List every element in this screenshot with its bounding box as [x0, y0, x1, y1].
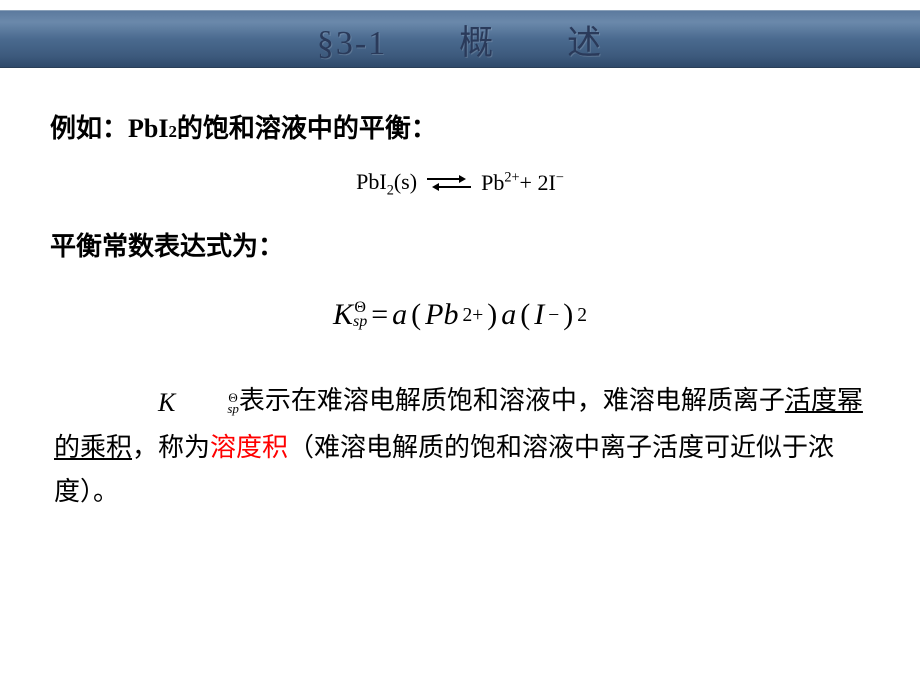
ksp-open1: (: [411, 291, 421, 339]
slide-title: §3-1 概 述: [317, 15, 603, 64]
eq1-rhs-pb-sup: 2+: [504, 170, 519, 186]
equilibrium-arrow-icon: [427, 174, 471, 192]
eq1-lhs-main: PbI: [356, 169, 387, 194]
inline-ksp-k: K: [106, 381, 175, 425]
ksp-i: I: [534, 291, 544, 339]
intro-sub: 2: [168, 118, 176, 145]
ksp-k: K: [333, 291, 353, 339]
eq1-rhs-plus: + 2I: [520, 170, 556, 195]
eq1-lhs-state: (s): [394, 169, 417, 194]
intro-prefix: 例如：PbI: [50, 108, 168, 150]
eq1-lhs: PbI2(s): [356, 164, 417, 202]
eq1-rhs-i-sup: −: [556, 170, 564, 186]
explanation-paragraph: K Θ sp 表示在难溶电解质饱和溶液中，难溶电解质离子活度幂的乘积，称为溶度积…: [50, 379, 870, 514]
ksp-close2: ): [563, 291, 573, 339]
inline-ksp-sp: sp: [175, 403, 239, 415]
ksp-a1: a: [392, 291, 407, 339]
para-highlight: 溶度积: [210, 433, 288, 462]
constant-intro: 平衡常数表达式为：: [50, 226, 870, 268]
eq1-rhs-pb: Pb: [481, 170, 504, 195]
ksp-symbol: K Θ sp: [333, 291, 367, 339]
ksp-close1: ): [487, 291, 497, 339]
ksp-open2: (: [520, 291, 530, 339]
eq1-rhs: Pb2++ 2I−: [481, 165, 564, 200]
example-intro: 例如：PbI2的饱和溶液中的平衡：: [50, 108, 870, 150]
equilibrium-equation: PbI2(s) Pb2++ 2I−: [50, 164, 870, 202]
slide-content: 例如：PbI2的饱和溶液中的平衡： PbI2(s) Pb2++ 2I− 平衡常数…: [0, 68, 920, 534]
eq1-lhs-sub: 2: [387, 182, 394, 198]
ksp-equals: =: [371, 291, 388, 339]
ksp-pb-sup: 2+: [463, 300, 484, 331]
ksp-a2: a: [501, 291, 516, 339]
ksp-i-sup: −: [548, 300, 559, 331]
slide-header: §3-1 概 述: [0, 10, 920, 68]
ksp-sq: 2: [577, 300, 587, 331]
ksp-equation: K Θ sp = a(Pb2+)a(I−)2: [50, 291, 870, 339]
ksp-sp: sp: [353, 315, 367, 329]
ksp-pb: Pb: [425, 291, 458, 339]
inline-ksp-symbol: K Θ sp: [106, 381, 239, 425]
intro-suffix: 的饱和溶液中的平衡：: [177, 108, 437, 150]
ksp-superscript-stack: Θ sp: [353, 301, 367, 330]
para-t1: 表示在难溶电解质饱和溶液中，难溶电解质离子: [239, 386, 785, 415]
para-t2: ，称为: [132, 433, 210, 462]
inline-ksp-stack: Θ sp: [175, 392, 239, 415]
